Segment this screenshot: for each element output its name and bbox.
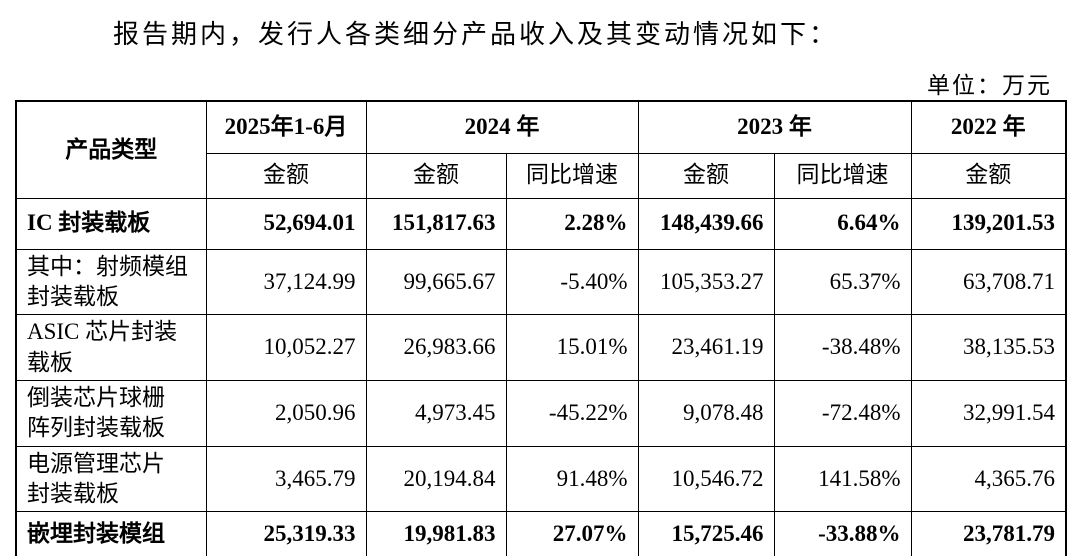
unit-label: 单位：万元 [927, 73, 1052, 98]
amount-2024: 20,194.84 [365, 445, 507, 513]
yoy-2024: 91.48% [505, 445, 639, 513]
amount-2024: 4,973.45 [365, 379, 507, 447]
yoy-2023: 6.64% [773, 197, 912, 250]
yoy-2023: 141.58% [773, 445, 912, 513]
subheader-2024-yoy: 同比增速 [505, 152, 639, 199]
revenue-table: 产品类型 2025年1-6月 2024 年 2023 年 2022 年 金额 金… [15, 100, 1067, 556]
yoy-2024: 2.28% [505, 197, 639, 250]
amount-2022: 4,365.76 [910, 445, 1067, 513]
amount-2023: 10,546.72 [637, 445, 775, 513]
product-name: 倒装芯片球栅 阵列封装载板 [15, 379, 207, 447]
amount-2022: 23,781.79 [910, 511, 1067, 556]
yoy-2024: 27.07% [505, 511, 639, 556]
amount-2023: 105,353.27 [637, 248, 775, 316]
subheader-2023-yoy: 同比增速 [773, 152, 912, 199]
amount-2022: 38,135.53 [910, 314, 1067, 381]
product-name: 其中：射频模组 封装载板 [15, 248, 207, 316]
table-row-fcbga: 倒装芯片球栅 阵列封装载板 2,050.96 4,973.45 -45.22% … [15, 379, 1067, 447]
amount-2023: 15,725.46 [637, 511, 775, 556]
amount-2024: 19,981.83 [365, 511, 507, 556]
header-2023: 2023 年 [637, 100, 912, 154]
amount-2024: 151,817.63 [365, 197, 507, 250]
header-2025-h1: 2025年1-6月 [205, 100, 367, 154]
table-row-asic: ASIC 芯片封装 载板 10,052.27 26,983.66 15.01% … [15, 314, 1067, 381]
product-name: IC 封装载板 [15, 197, 207, 250]
amount-2025: 10,052.27 [205, 314, 367, 381]
yoy-2024: -5.40% [505, 248, 639, 316]
amount-2025: 37,124.99 [205, 248, 367, 316]
yoy-2024: 15.01% [505, 314, 639, 381]
page-title: 报告期内，发行人各类细分产品收入及其变动情况如下： [113, 20, 839, 49]
amount-2023: 9,078.48 [637, 379, 775, 447]
amount-2023: 148,439.66 [637, 197, 775, 250]
corner-header-product-type: 产品类型 [15, 100, 207, 199]
amount-2025: 3,465.79 [205, 445, 367, 513]
header-2022: 2022 年 [910, 100, 1067, 154]
product-name: 嵌埋封装模组 [15, 511, 207, 556]
header-2024: 2024 年 [365, 100, 639, 154]
subheader-2023-amount: 金额 [637, 152, 775, 199]
subheader-2025-amount: 金额 [205, 152, 367, 199]
amount-2023: 23,461.19 [637, 314, 775, 381]
yoy-2023: -72.48% [773, 379, 912, 447]
amount-2024: 26,983.66 [365, 314, 507, 381]
subheader-2022-amount: 金额 [910, 152, 1067, 199]
product-name: 电源管理芯片 封装载板 [15, 445, 207, 513]
header-row-periods: 产品类型 2025年1-6月 2024 年 2023 年 2022 年 [15, 100, 1067, 199]
yoy-2024: -45.22% [505, 379, 639, 447]
amount-2022: 63,708.71 [910, 248, 1067, 316]
amount-2025: 2,050.96 [205, 379, 367, 447]
yoy-2023: -38.48% [773, 314, 912, 381]
table-row-rf-module: 其中：射频模组 封装载板 37,124.99 99,665.67 -5.40% … [15, 248, 1067, 316]
table-row-pmic: 电源管理芯片 封装载板 3,465.79 20,194.84 91.48% 10… [15, 445, 1067, 513]
amount-2024: 99,665.67 [365, 248, 507, 316]
table-row-embedded-module: 嵌埋封装模组 25,319.33 19,981.83 27.07% 15,725… [15, 511, 1067, 556]
amount-2022: 139,201.53 [910, 197, 1067, 250]
amount-2025: 52,694.01 [205, 197, 367, 250]
yoy-2023: 65.37% [773, 248, 912, 316]
table-row-ic-substrate: IC 封装载板 52,694.01 151,817.63 2.28% 148,4… [15, 197, 1067, 250]
product-name: ASIC 芯片封装 载板 [15, 314, 207, 381]
amount-2025: 25,319.33 [205, 511, 367, 556]
amount-2022: 32,991.54 [910, 379, 1067, 447]
subheader-2024-amount: 金额 [365, 152, 507, 199]
yoy-2023: -33.88% [773, 511, 912, 556]
